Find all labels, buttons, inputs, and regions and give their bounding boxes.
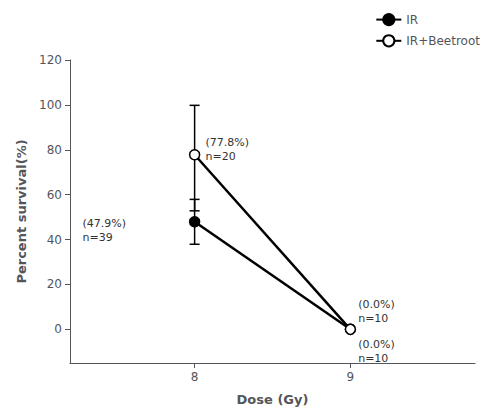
- svg-text:n=10: n=10: [358, 312, 388, 325]
- svg-text:Percent survival(%): Percent survival(%): [14, 139, 29, 283]
- svg-text:9: 9: [347, 370, 355, 384]
- svg-text:80: 80: [47, 143, 62, 157]
- svg-text:20: 20: [47, 277, 62, 291]
- svg-text:IR: IR: [406, 13, 418, 27]
- svg-text:60: 60: [47, 188, 62, 202]
- svg-text:8: 8: [191, 370, 199, 384]
- svg-text:100: 100: [39, 98, 62, 112]
- svg-text:n=39: n=39: [82, 231, 112, 244]
- svg-text:(0.0%): (0.0%): [358, 338, 395, 351]
- svg-text:(0.0%): (0.0%): [358, 298, 395, 311]
- svg-text:(77.8%): (77.8%): [206, 136, 250, 149]
- svg-text:Dose (Gy): Dose (Gy): [237, 392, 309, 407]
- svg-text:0: 0: [54, 322, 62, 336]
- svg-text:n=20: n=20: [206, 150, 236, 163]
- svg-text:120: 120: [39, 53, 62, 67]
- svg-text:40: 40: [47, 233, 62, 247]
- svg-text:(47.9%): (47.9%): [82, 217, 126, 230]
- svg-text:n=10: n=10: [358, 352, 388, 365]
- svg-text:IR+Beetroot: IR+Beetroot: [406, 34, 480, 48]
